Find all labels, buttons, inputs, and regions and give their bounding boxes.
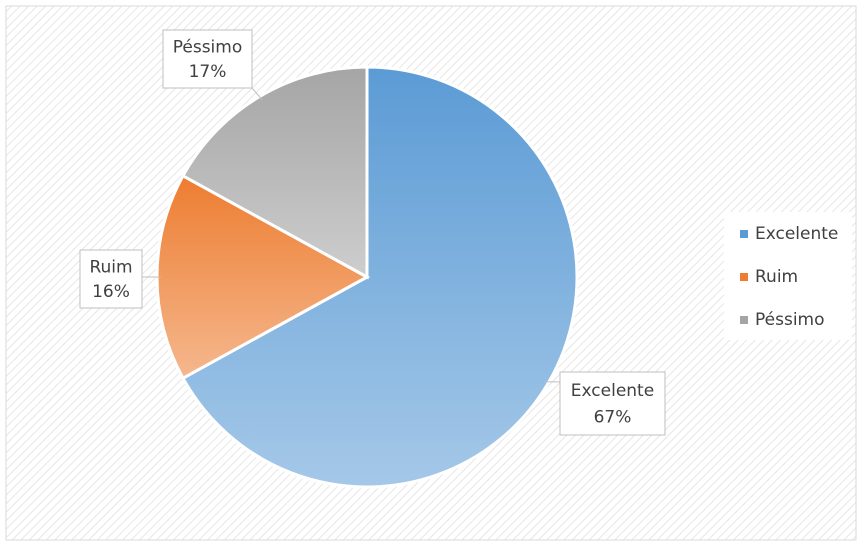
legend-label: Péssimo (755, 310, 825, 330)
callout-leader (251, 87, 263, 101)
data-label-value: 67% (594, 407, 632, 427)
data-label-name: Ruim (89, 257, 132, 277)
legend-marker (740, 316, 748, 324)
legend-marker (740, 273, 748, 281)
data-label-value: 16% (92, 282, 130, 302)
data-label-value: 17% (189, 62, 227, 82)
data-label-box (79, 249, 143, 309)
pie-slice (180, 65, 369, 280)
pie-slice (180, 65, 579, 489)
legend-label: Ruim (755, 267, 798, 287)
data-label-name: Péssimo (173, 37, 243, 57)
data-label-name: Excelente (571, 381, 654, 401)
data-label-box (162, 29, 253, 89)
legend-marker (740, 230, 748, 238)
legend-label: Excelente (755, 224, 838, 244)
data-label-box (559, 371, 666, 436)
